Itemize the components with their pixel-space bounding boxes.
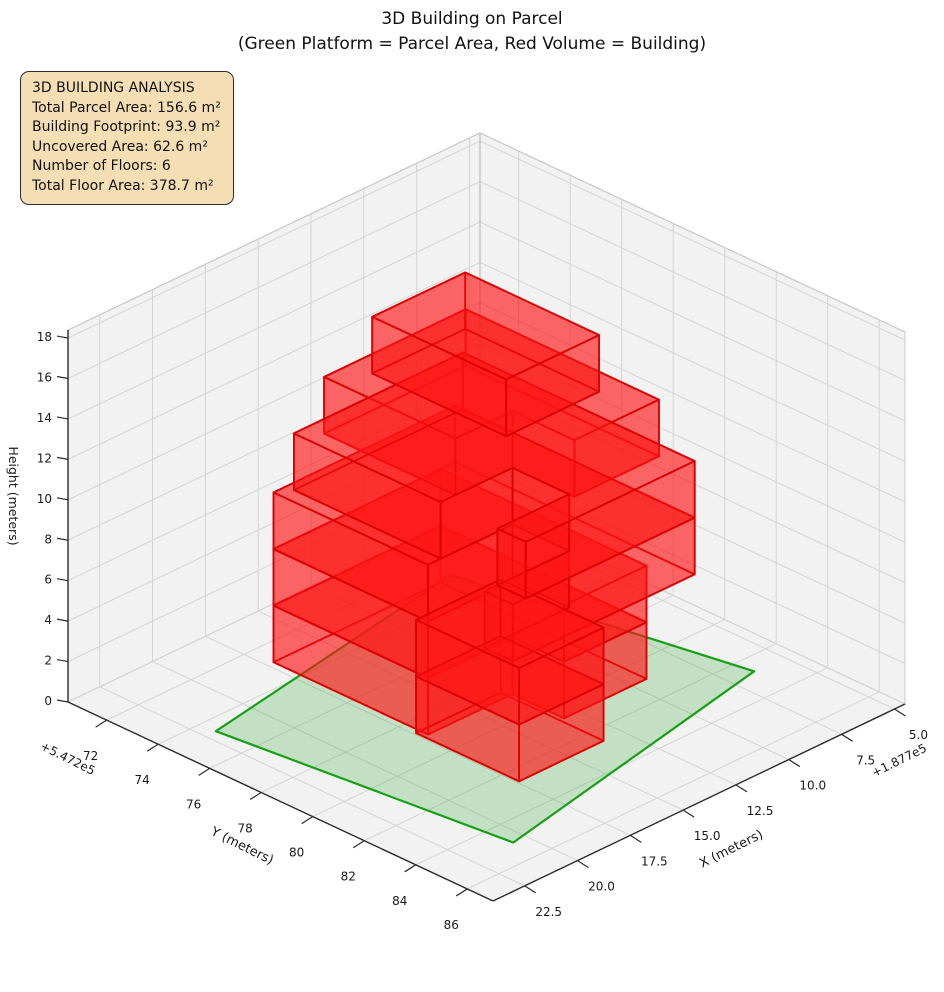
chart-title-line1: 3D Building on Parcel xyxy=(381,9,563,29)
grid-lines xyxy=(67,132,906,890)
building-volume xyxy=(272,271,696,783)
svg-text:72: 72 xyxy=(83,749,98,763)
info-line-parcel-area: Total Parcel Area: 156.6 m² xyxy=(32,99,221,116)
svg-text:16: 16 xyxy=(37,371,52,385)
svg-text:10: 10 xyxy=(37,492,52,506)
analysis-info-box: 3D BUILDING ANALYSIS Total Parcel Area: … xyxy=(20,71,234,205)
svg-text:4: 4 xyxy=(44,613,52,627)
z-axis-label: Height (meters) xyxy=(6,446,21,545)
svg-text:76: 76 xyxy=(186,797,201,811)
svg-text:80: 80 xyxy=(289,846,304,860)
building-podium-floor-2 xyxy=(415,578,605,726)
svg-text:12: 12 xyxy=(37,451,52,465)
svg-text:15.0: 15.0 xyxy=(694,829,721,843)
svg-text:18: 18 xyxy=(37,330,52,344)
svg-text:17.5: 17.5 xyxy=(641,854,668,868)
svg-text:22.5: 22.5 xyxy=(535,905,562,919)
svg-text:7.5: 7.5 xyxy=(856,753,875,767)
axis-lines-and-ticks: 5.07.510.012.515.017.520.022.57274767880… xyxy=(37,330,928,932)
svg-text:2: 2 xyxy=(44,654,52,668)
svg-text:8: 8 xyxy=(44,532,52,546)
svg-text:0: 0 xyxy=(44,694,52,708)
svg-text:86: 86 xyxy=(444,918,459,932)
svg-text:6: 6 xyxy=(44,573,52,587)
building-floor-2-main xyxy=(272,468,648,679)
building-podium-floor-1 xyxy=(415,635,605,783)
info-line-uncovered: Uncovered Area: 62.6 m² xyxy=(32,138,208,155)
info-line-floors: Number of Floors: 6 xyxy=(32,158,171,174)
building-floor-6 xyxy=(371,271,600,438)
svg-text:10.0: 10.0 xyxy=(799,779,826,793)
svg-text:20.0: 20.0 xyxy=(588,880,615,894)
svg-text:12.5: 12.5 xyxy=(747,804,774,818)
building-floor-4 xyxy=(292,351,696,600)
chart-title: 3D Building on Parcel (Green Platform = … xyxy=(0,7,944,57)
svg-text:74: 74 xyxy=(135,773,150,787)
svg-text:5.0: 5.0 xyxy=(909,728,928,742)
svg-text:82: 82 xyxy=(341,870,356,884)
info-line-heading: 3D BUILDING ANALYSIS xyxy=(32,80,195,96)
info-line-floor-area: Total Floor Area: 378.7 m² xyxy=(32,177,214,194)
svg-text:84: 84 xyxy=(392,894,407,908)
building-floor-3 xyxy=(272,404,696,663)
svg-text:14: 14 xyxy=(37,411,52,425)
info-line-footprint: Building Footprint: 93.9 m² xyxy=(32,119,221,135)
x-axis-offset-text: +1.877e5 xyxy=(869,741,928,780)
svg-text:78: 78 xyxy=(238,821,253,835)
chart-title-line2: (Green Platform = Parcel Area, Red Volum… xyxy=(237,34,707,54)
